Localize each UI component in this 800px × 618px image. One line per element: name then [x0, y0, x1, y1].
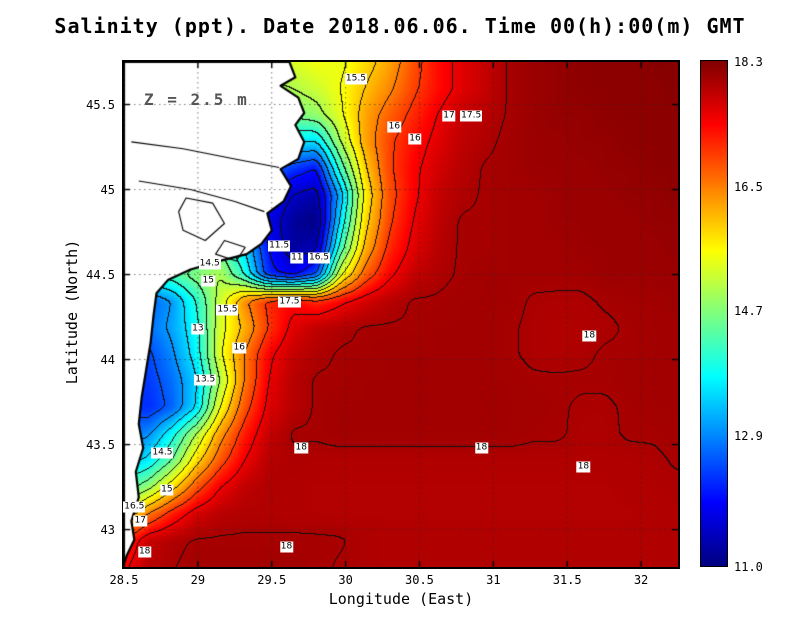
- y-tick-label: 45: [100, 182, 115, 197]
- x-tick-label: 30: [338, 573, 353, 587]
- y-tick-label: 43.5: [86, 437, 115, 452]
- contour-label: 11: [290, 252, 304, 264]
- map-plot-area: Z = 2.5 m 15.5 16 16 17 17.5 11.5 11 16.5 14.5 15…: [122, 60, 680, 569]
- x-tick-label: 31.5: [552, 573, 582, 587]
- contour-label: 16: [387, 121, 402, 133]
- contour-label: 17: [442, 110, 456, 122]
- y-tick-label: 44: [100, 352, 115, 367]
- y-axis-label: Latitude (North): [63, 239, 81, 385]
- contour-label: 16: [232, 342, 246, 354]
- contour-label: 16: [408, 133, 422, 144]
- contour-label: 15: [160, 484, 174, 496]
- y-tick-label: 45.5: [86, 97, 115, 112]
- x-tick-label: 32: [633, 573, 649, 587]
- contour-label: 18: [576, 461, 591, 473]
- contour-label: 15.5: [344, 73, 367, 85]
- contour-label: 15: [201, 275, 215, 287]
- x-tick-label: 30.5: [405, 573, 434, 587]
- contour-label: 18: [582, 330, 597, 342]
- contour-label: 13: [191, 323, 205, 335]
- colorbar-tick-label: 12.9: [734, 428, 763, 443]
- contour-label: 14.5: [198, 258, 221, 270]
- x-axis-label: Longitude (East): [328, 590, 474, 608]
- x-tick-label: 28.5: [109, 573, 139, 587]
- contour-label: 13.5: [194, 374, 217, 386]
- colorbar-tick-label: 16.5: [734, 179, 763, 194]
- plot-title: Salinity (ppt). Date 2018.06.06. Time 00…: [54, 14, 746, 38]
- contour-label: 18: [279, 541, 294, 553]
- y-tick-label: 43: [100, 522, 115, 537]
- colorbar-tick-label: 18.3: [734, 55, 763, 69]
- colorbar-tick-label: 11.0: [734, 560, 763, 574]
- contour-label: 17.5: [278, 296, 301, 308]
- contour-label: 18: [137, 546, 152, 558]
- contour-label: 15.5: [216, 304, 239, 316]
- contour-label: 17.5: [460, 110, 483, 122]
- contour-label: 16.5: [123, 501, 146, 513]
- x-tick-label: 31: [486, 573, 501, 587]
- depth-annotation: Z = 2.5 m: [144, 90, 249, 109]
- contour-label: 14.5: [151, 447, 174, 459]
- contour-label: 18: [294, 442, 308, 454]
- colorbar-canvas: [700, 60, 728, 567]
- y-tick-label: 44.5: [86, 267, 115, 282]
- x-tick-label: 29: [190, 573, 206, 587]
- contour-label: 17: [133, 515, 147, 527]
- x-tick-label: 29.5: [257, 573, 287, 587]
- contour-label: 16.5: [307, 252, 331, 264]
- contour-label: 18: [474, 442, 489, 454]
- contour-label: 11.5: [268, 240, 291, 252]
- salinity-field-canvas: [124, 62, 678, 567]
- colorbar-tick-label: 14.7: [734, 304, 763, 319]
